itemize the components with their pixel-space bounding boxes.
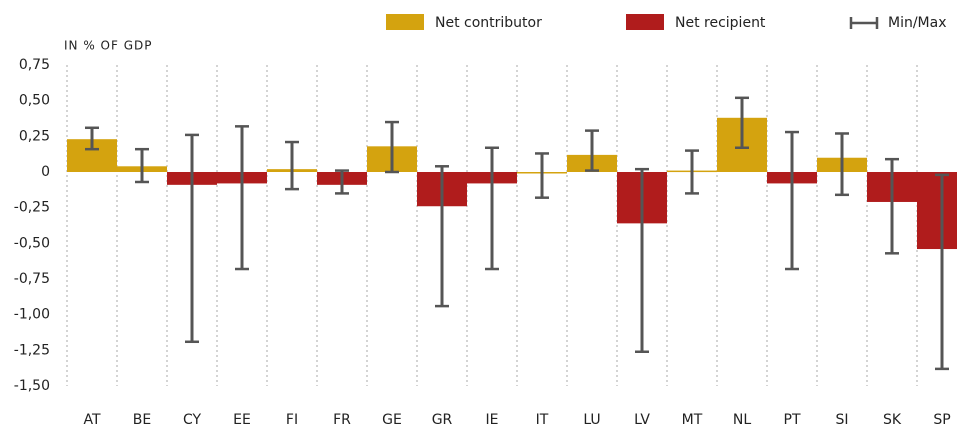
x-tick-label: CY	[183, 412, 202, 428]
y-axis-label: IN % OF GDP	[64, 39, 152, 53]
x-tick-label: NL	[733, 412, 751, 428]
y-tick-label: 0	[41, 164, 50, 180]
x-tick-label: IE	[486, 412, 499, 428]
legend-label: Net contributor	[435, 15, 542, 31]
x-tick-label: MT	[682, 412, 703, 428]
y-tick-label: -0,75	[14, 271, 50, 287]
bar	[917, 172, 957, 250]
y-tick-label: -0,50	[14, 235, 50, 251]
y-tick-label: -1,50	[14, 378, 50, 394]
x-tick-label: LU	[583, 412, 600, 428]
x-tick-label: SK	[883, 412, 902, 428]
x-tick-label: GE	[382, 412, 402, 428]
legend-label: Net recipient	[675, 15, 766, 31]
x-tick-label: IT	[536, 412, 549, 428]
y-tick-label: -1,25	[14, 342, 50, 358]
y-tick-label: 0,25	[19, 128, 50, 144]
y-tick-label: -0,25	[14, 200, 50, 216]
y-tick-label: -1,00	[14, 307, 50, 323]
x-tick-label: FI	[286, 412, 298, 428]
y-tick-label: 0,50	[19, 93, 50, 109]
legend-label: Min/Max	[888, 15, 947, 31]
x-tick-label: AT	[83, 412, 100, 428]
legend-swatch	[626, 14, 664, 30]
y-tick-label: 0,75	[19, 57, 50, 73]
x-tick-label: EE	[233, 412, 251, 428]
x-tick-label: LV	[634, 412, 650, 428]
x-tick-label: PT	[784, 412, 801, 428]
x-tick-label: SP	[933, 412, 950, 428]
x-tick-label: FR	[333, 412, 351, 428]
x-tick-label: BE	[133, 412, 151, 428]
x-tick-label: GR	[432, 412, 453, 428]
legend-swatch	[386, 14, 424, 30]
x-tick-label: SI	[835, 412, 848, 428]
